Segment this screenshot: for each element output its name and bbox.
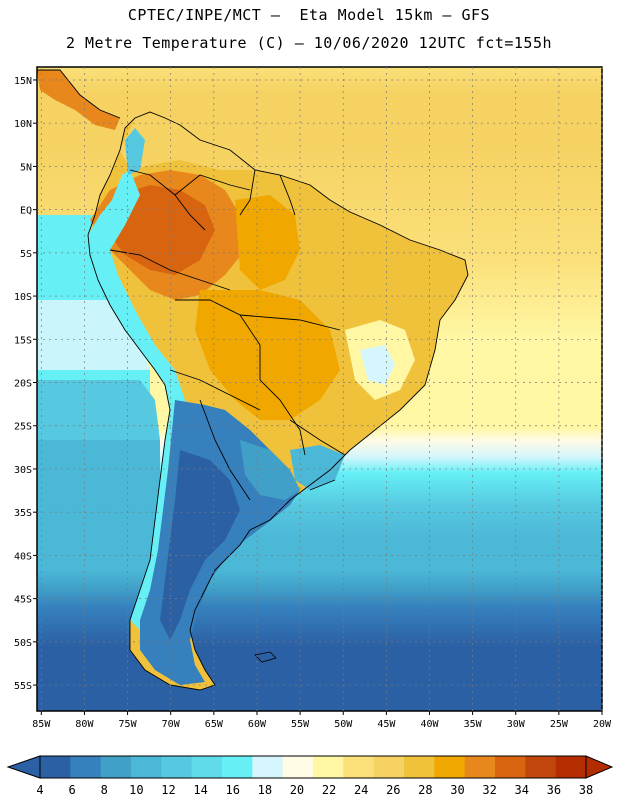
colorbar-swatch	[525, 756, 557, 778]
lon-label: 70W	[162, 719, 181, 730]
lon-label: 80W	[75, 719, 94, 730]
andes-cold-strip	[88, 170, 185, 630]
colorbar-label: 16	[225, 783, 239, 797]
colorbar-label: 32	[482, 783, 496, 797]
lat-label: EQ	[20, 206, 32, 217]
colorbar-swatch	[191, 756, 223, 778]
longitude-labels: 85W 80W 75W 70W 65W 60W 55W 50W 45W 40W 35W 30W 25W 2…	[32, 719, 612, 730]
colorbar-swatch	[495, 756, 526, 778]
lon-label: 20W	[593, 719, 612, 730]
pacific-south-band	[37, 380, 160, 440]
map-area	[37, 67, 602, 711]
colorbar-swatch	[222, 756, 253, 778]
colorbar-label: 14	[193, 783, 207, 797]
colorbar-swatch	[404, 756, 435, 778]
lat-label: 55S	[14, 681, 32, 692]
colorbar-label: 4	[36, 783, 43, 797]
pampas-cool	[240, 440, 300, 500]
map-frame	[36, 66, 603, 712]
colorbar-label: 26	[386, 783, 400, 797]
colorbar-swatch	[100, 756, 132, 778]
colorbar-label: 28	[418, 783, 432, 797]
colorbar-swatch	[313, 756, 344, 778]
map-title: CPTEC/INPE/MCT – Eta Model 15km – GFS	[127, 6, 491, 24]
colorbar-swatch	[252, 756, 284, 778]
graticule	[33, 67, 603, 715]
colorbar: 4 6 8 10 12 14 16 18 20 22 24 26 28 30 32 34 36 38	[6, 755, 614, 797]
lon-label: 85W	[32, 719, 51, 730]
lat-label: 20S	[14, 379, 32, 390]
central-warm-zone	[195, 290, 340, 420]
central-brazil-zone	[235, 195, 300, 290]
lon-label: 50W	[334, 719, 353, 730]
lon-label: 65W	[205, 719, 224, 730]
lat-label: 25S	[14, 422, 32, 433]
colorbar-right-arrow	[585, 755, 614, 779]
lon-label: 30W	[507, 719, 526, 730]
lon-label: 55W	[291, 719, 310, 730]
colorbar-swatch	[131, 756, 162, 778]
colorbar-swatch	[343, 756, 375, 778]
lat-label: 45S	[14, 595, 32, 606]
colorbar-label: 10	[129, 783, 143, 797]
lat-label: 5N	[20, 162, 32, 173]
lat-label: 30S	[14, 465, 32, 476]
lat-label: 10S	[14, 292, 32, 303]
lat-label: 5S	[20, 249, 32, 260]
colorbar-swatch	[373, 756, 405, 778]
lon-label: 35W	[464, 719, 483, 730]
colorbar-swatch	[70, 756, 102, 778]
colorbar-swatch	[40, 756, 71, 778]
colorbar-label: 30	[450, 783, 464, 797]
colorbar-frame	[39, 755, 587, 779]
colorbar-swatch	[464, 756, 496, 778]
patagonia-coldest	[160, 450, 240, 640]
colorbar-label: 34	[515, 783, 529, 797]
colorbar-left-arrow	[6, 755, 41, 779]
lon-label: 40W	[420, 719, 439, 730]
lon-label: 60W	[248, 719, 267, 730]
colorbar-label: 22	[322, 783, 336, 797]
colorbar-label: 12	[161, 783, 175, 797]
andes-north-cold	[125, 128, 145, 175]
lat-label: 35S	[14, 508, 32, 519]
uruguay-cool	[290, 445, 345, 490]
colorbar-label: 18	[258, 783, 272, 797]
lon-label: 25W	[550, 719, 569, 730]
lat-label: 15S	[14, 335, 32, 346]
colorbar-label: 24	[354, 783, 368, 797]
lat-label: 10N	[14, 119, 32, 130]
colorbar-label: 20	[290, 783, 304, 797]
central-america-land	[37, 70, 120, 130]
north-coast-zone	[120, 110, 255, 170]
colorbar-swatch	[434, 756, 466, 778]
lat-label: 15N	[14, 76, 32, 87]
colorbar-swatch	[282, 756, 314, 778]
colorbar-swatch	[555, 756, 587, 778]
colorbar-swatch	[161, 756, 193, 778]
falklands	[254, 651, 277, 663]
lon-label: 45W	[377, 719, 396, 730]
lat-label: 50S	[14, 638, 32, 649]
lat-label: 40S	[14, 551, 32, 562]
colorbar-label: 8	[101, 783, 108, 797]
lon-label: 75W	[119, 719, 138, 730]
pacific-far-south-band	[37, 440, 160, 560]
colorbar-label: 36	[547, 783, 561, 797]
latitude-labels: 15N 10N 5N EQ 5S 10S 15S 20S 25S 30S 35S 40S 45S 50S 5…	[14, 76, 32, 692]
colorbar-label: 6	[69, 783, 76, 797]
colorbar-label: 38	[579, 783, 593, 797]
map-subtitle: 2 Metre Temperature (C) – 10/06/2020 12U…	[65, 34, 553, 52]
